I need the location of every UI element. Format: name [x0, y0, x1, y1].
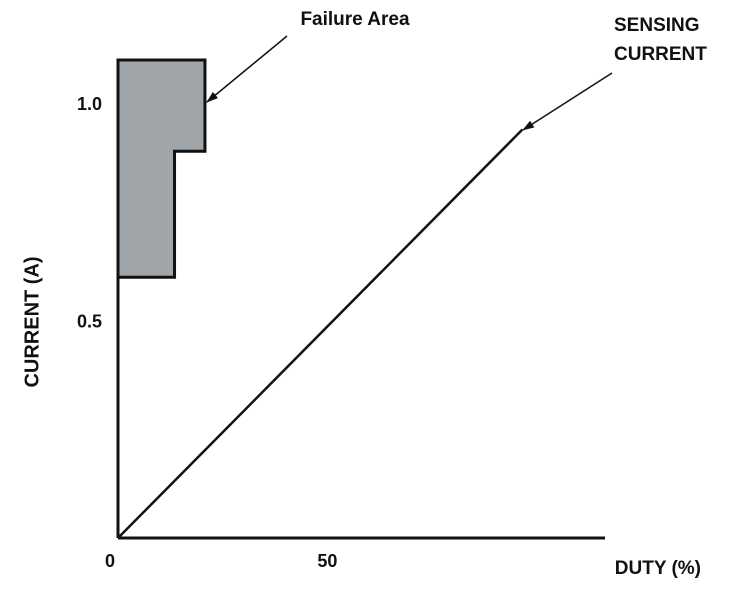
- x-tick-label: 0: [105, 551, 115, 571]
- annotation-arrow: [522, 72, 613, 131]
- failure-area: [116, 58, 207, 279]
- y-tick-label: 1.0: [77, 94, 102, 114]
- y-tick-label: 0.5: [77, 311, 102, 331]
- annotation-text: SENSING: [614, 15, 700, 36]
- failure-area-label: Failure Area: [300, 9, 410, 30]
- annotation-arrow: [206, 35, 288, 103]
- series-line: [117, 128, 524, 539]
- x-axis-label: DUTY (%): [615, 558, 701, 579]
- y-axis-label: CURRENT (A): [21, 256, 43, 387]
- annotation-text: CURRENT: [614, 44, 707, 65]
- x-tick-label: 50: [317, 551, 337, 571]
